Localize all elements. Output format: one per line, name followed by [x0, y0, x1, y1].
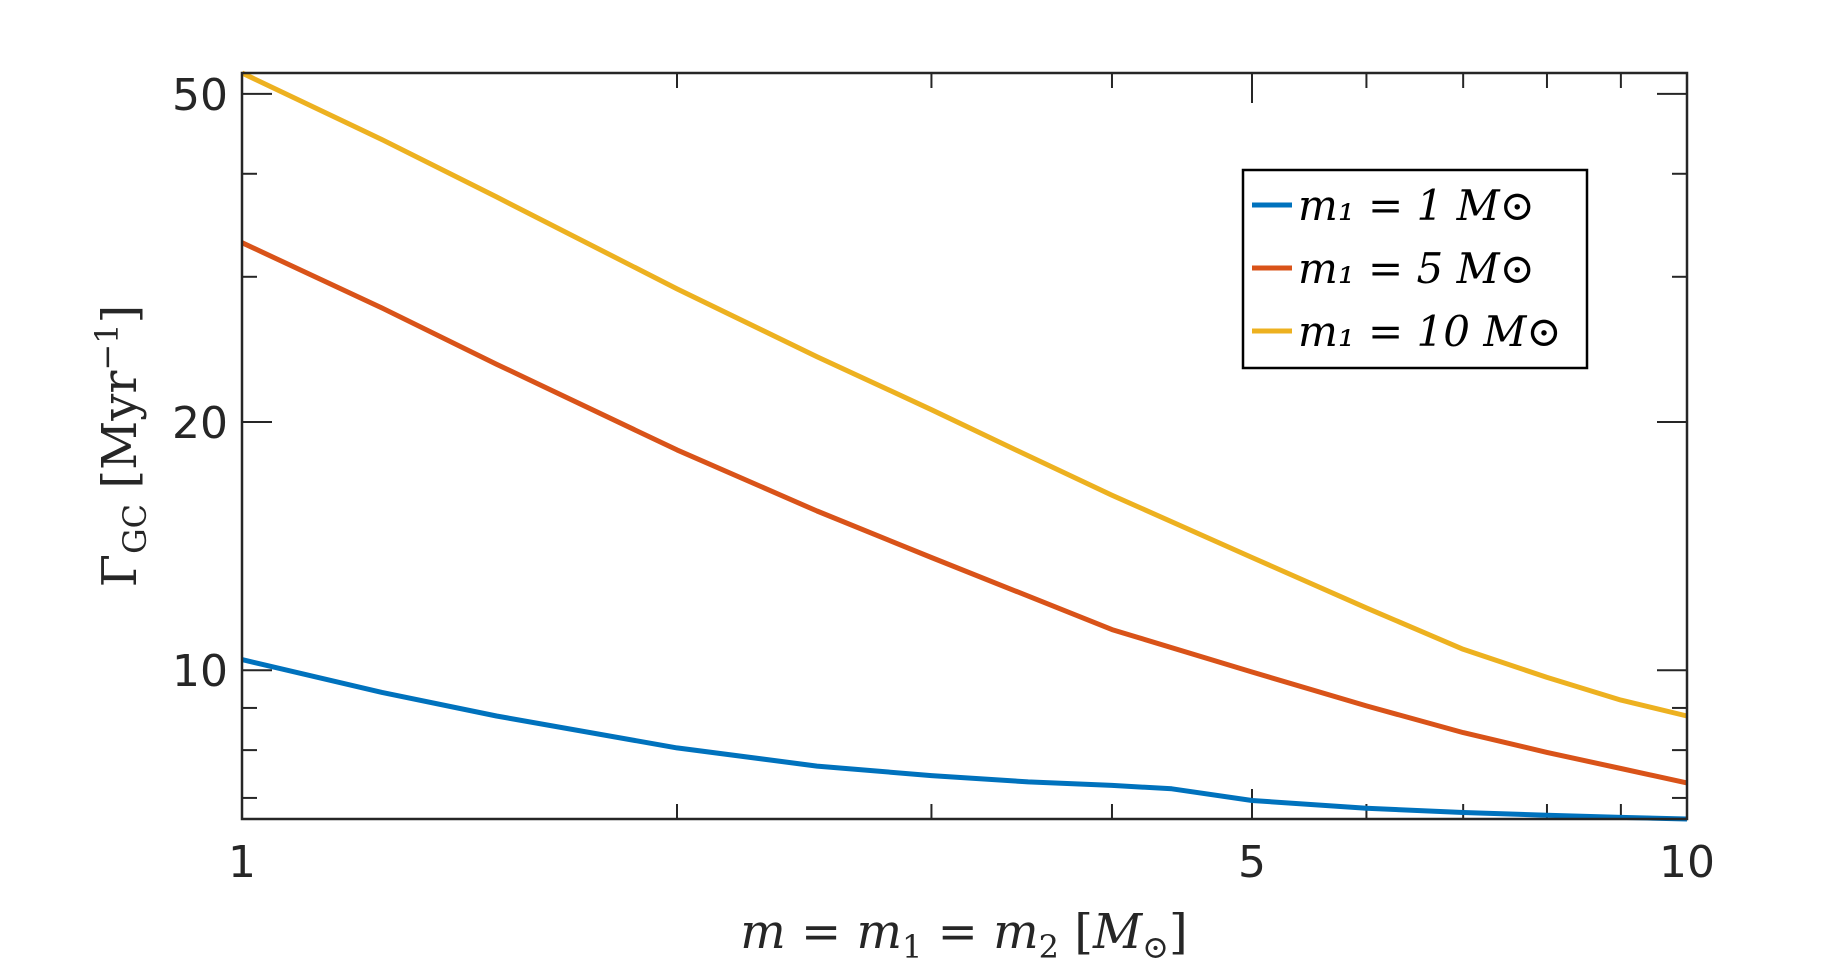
legend-box: [1241, 168, 1589, 370]
series-line-3: [240, 70, 1688, 719]
x-tick-label: 1: [228, 837, 256, 888]
legend-label-1: m₁ = 1 M⊙: [1298, 181, 1535, 230]
legend: m₁ = 1 M⊙ m₁ = 5 M⊙ m₁ = 10 M⊙: [1241, 168, 1589, 370]
series-layer: [240, 70, 1688, 822]
plot-frame: [240, 71, 1689, 821]
y-tick-label: 10: [172, 646, 228, 697]
legend-label-3: m₁ = 10 M⊙: [1298, 307, 1562, 356]
legend-label-2: m₁ = 5 M⊙: [1298, 244, 1535, 293]
y-tick-label: 20: [172, 398, 228, 449]
tick-labels: 1 5 10 10 20 50: [172, 70, 1715, 888]
legend-items: m₁ = 1 M⊙ m₁ = 5 M⊙ m₁ = 10 M⊙: [1252, 181, 1562, 356]
x-tick-label: 5: [1238, 837, 1266, 888]
y-tick-label: 50: [172, 70, 228, 121]
x-axis-label: m = m1 = m2 [M⊙]: [740, 904, 1187, 961]
x-tick-label: 10: [1659, 837, 1715, 888]
series-line-1: [241, 657, 1688, 822]
series-line-2: [240, 240, 1688, 786]
y-axis-label: ΓGC [Myr−1]: [88, 305, 154, 587]
